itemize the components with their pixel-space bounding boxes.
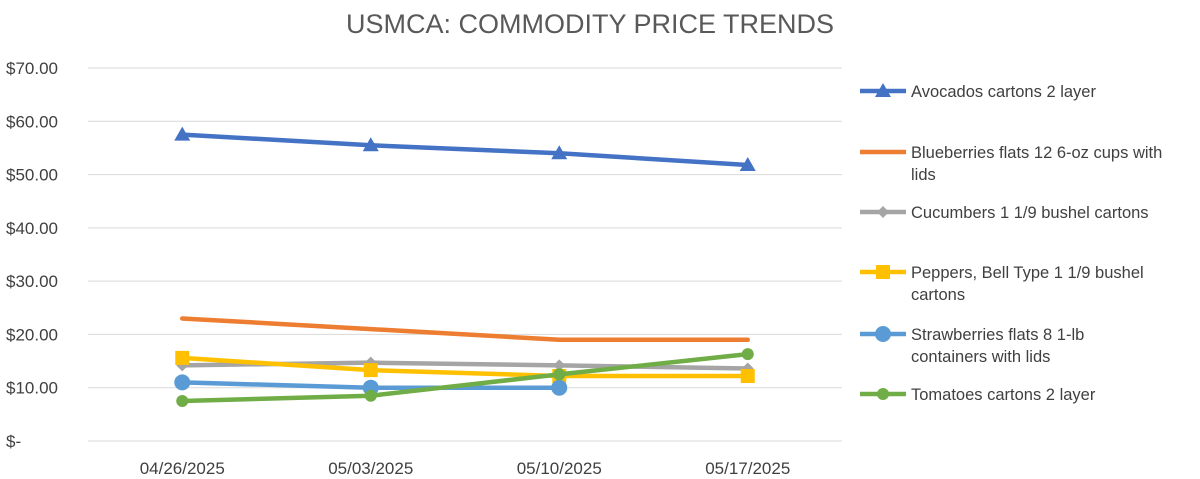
legend-label: Avocados cartons 2 layer	[911, 83, 1096, 101]
data-point-marker	[176, 395, 189, 408]
y-tick-label: $-	[6, 432, 21, 451]
series-0	[174, 126, 756, 171]
data-point-marker	[174, 374, 191, 391]
data-point-marker	[875, 326, 891, 342]
y-tick-label: $50.00	[6, 166, 58, 185]
y-tick-label: $20.00	[6, 325, 58, 344]
data-point-marker	[364, 389, 377, 402]
data-point-marker	[553, 368, 566, 381]
data-point-marker	[740, 368, 755, 383]
data-point-marker	[553, 359, 566, 372]
series-line	[180, 351, 750, 404]
data-series	[174, 126, 756, 408]
legend: Avocados cartons 2 layer Blueberries flat…	[860, 83, 1162, 404]
legend-item: Avocados cartons 2 layer	[860, 83, 1096, 101]
data-point-marker	[875, 83, 891, 97]
y-tick-label: $30.00	[6, 272, 58, 291]
series-line	[180, 132, 750, 168]
data-point-marker	[175, 350, 190, 365]
x-tick-label: 05/17/2025	[705, 459, 790, 478]
y-tick-label: $60.00	[6, 112, 58, 131]
legend-label: Cucumbers 1 1/9 bushel cartons	[911, 204, 1149, 222]
series-5	[176, 348, 754, 408]
data-point-marker	[174, 126, 191, 141]
y-tick-label: $10.00	[6, 379, 58, 398]
x-tick-label: 05/03/2025	[328, 459, 413, 478]
data-point-marker	[551, 379, 568, 396]
series-line	[180, 355, 750, 379]
legend-item: Cucumbers 1 1/9 bushel cartons	[860, 204, 1149, 222]
x-tick-label: 04/26/2025	[140, 459, 225, 478]
legend-item: Strawberries flats 8 1-lb containers with…	[860, 326, 1084, 366]
data-point-marker	[363, 363, 378, 378]
data-point-marker	[362, 137, 379, 152]
data-point-marker	[551, 145, 568, 160]
data-point-marker	[741, 348, 754, 361]
legend-label: Peppers, Bell Type 1 1/9 bushel cartons	[911, 264, 1144, 304]
y-axis-tick-labels: $- $10.00 $20.00 $30.00 $40.00 $50.00 $60.00 $7…	[6, 59, 58, 451]
legend-label: Strawberries flats 8 1-lb containers with…	[911, 326, 1084, 366]
data-point-marker	[876, 265, 890, 279]
legend-label: Blueberries flats 12 6-oz cups with lids	[911, 144, 1162, 184]
data-point-marker	[877, 206, 889, 218]
series-1	[180, 316, 750, 343]
legend-item: Peppers, Bell Type 1 1/9 bushel cartons	[860, 264, 1144, 304]
y-tick-label: $40.00	[6, 219, 58, 238]
data-point-marker	[739, 156, 756, 171]
series-line	[180, 316, 750, 343]
x-axis-tick-labels: 04/26/2025 05/03/2025 05/10/2025 05/17/2025	[140, 459, 791, 478]
data-point-marker	[877, 388, 889, 400]
series-4	[174, 374, 568, 396]
y-tick-label: $70.00	[6, 59, 58, 78]
x-tick-label: 05/10/2025	[517, 459, 602, 478]
legend-label: Tomatoes cartons 2 layer	[911, 386, 1096, 404]
chart-title: USMCA: COMMODITY PRICE TRENDS	[346, 9, 834, 39]
legend-item: Blueberries flats 12 6-oz cups with lids	[860, 144, 1162, 184]
legend-item: Tomatoes cartons 2 layer	[860, 386, 1096, 404]
